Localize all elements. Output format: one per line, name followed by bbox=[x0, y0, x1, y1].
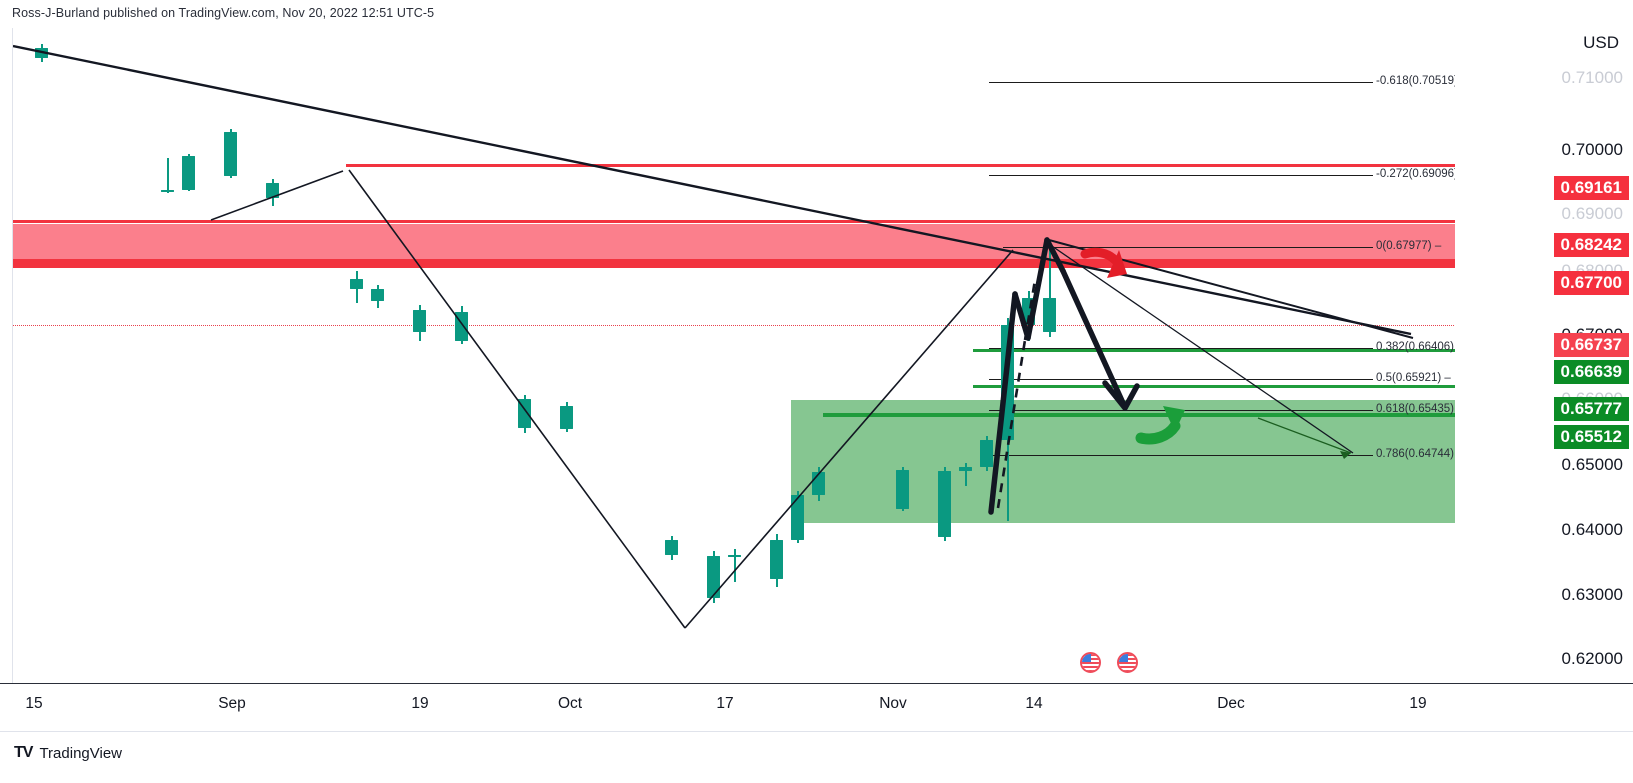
fib-line-0 bbox=[1003, 247, 1373, 248]
date-tick: Oct bbox=[557, 695, 583, 712]
candle-body bbox=[728, 554, 741, 557]
price-tag[interactable]: 0.69161 bbox=[1553, 176, 1629, 200]
date-tick: 19 bbox=[411, 695, 429, 712]
candle-body bbox=[518, 399, 531, 428]
price-tick: 0.69000 bbox=[1561, 204, 1623, 223]
candle-body bbox=[770, 539, 783, 579]
candle-body bbox=[707, 556, 720, 598]
tradingview-logo-icon: TV bbox=[14, 744, 33, 761]
bearish-reversal-arrow bbox=[1080, 247, 1127, 278]
date-tick: 19 bbox=[1409, 695, 1427, 712]
tradingview-watermark: TV TradingView bbox=[14, 744, 122, 762]
chart-plot-area[interactable]: -0.618(0.70519) – -0.272(0.69096) – 0(0.67… bbox=[12, 28, 1455, 683]
support-line-065512 bbox=[823, 413, 1455, 417]
chart-overlay-vectors bbox=[13, 44, 1414, 629]
candle-body bbox=[896, 469, 909, 509]
fib-level-label: -0.618(0.70519) – bbox=[1376, 75, 1455, 87]
date-tick: Dec bbox=[1217, 695, 1245, 712]
price-tag[interactable]: 0.65512 bbox=[1553, 425, 1629, 449]
resistance-line-069161 bbox=[346, 164, 1455, 167]
fib-line-05 bbox=[989, 379, 1373, 380]
us-flag-event-icon[interactable] bbox=[1080, 652, 1101, 673]
currency-label: USD bbox=[1583, 33, 1619, 52]
fib-level-label: 0(0.67977) – bbox=[1376, 240, 1442, 252]
price-tag[interactable]: 0.66639 bbox=[1553, 360, 1629, 384]
candle-body bbox=[980, 439, 993, 467]
candle-body bbox=[161, 190, 174, 193]
support-zone-overlap bbox=[1033, 400, 1455, 523]
candle-body bbox=[791, 495, 804, 540]
current-price-dotted-line bbox=[13, 325, 1455, 326]
fib-line--0272 bbox=[989, 175, 1373, 176]
price-tick: 0.63000 bbox=[1561, 585, 1623, 604]
date-tick: Sep bbox=[218, 695, 246, 712]
fib-level-label: 0.5(0.65921) – bbox=[1376, 372, 1451, 384]
fib-line-0786 bbox=[989, 455, 1373, 456]
candle-body bbox=[938, 470, 951, 538]
bullish-reversal-arrow bbox=[1135, 406, 1185, 445]
date-tick: 17 bbox=[716, 695, 734, 712]
date-tick: 15 bbox=[25, 695, 43, 712]
resistance-line-067700 bbox=[13, 259, 1455, 268]
support-line-065777 bbox=[973, 385, 1455, 388]
candle-body bbox=[350, 279, 363, 290]
price-tick: 0.65000 bbox=[1561, 455, 1623, 474]
fib-level-label: -0.272(0.69096) – bbox=[1376, 168, 1455, 180]
resistance-line-068242 bbox=[13, 220, 1455, 223]
fib-line-0382 bbox=[989, 348, 1373, 349]
candle-wick bbox=[733, 549, 736, 582]
fib-line--0618 bbox=[989, 82, 1373, 83]
date-tick: Nov bbox=[879, 695, 907, 712]
price-tick: 0.70000 bbox=[1561, 140, 1623, 159]
candle-body bbox=[224, 131, 237, 176]
us-flag-event-icon[interactable] bbox=[1117, 652, 1138, 673]
candle-body bbox=[266, 183, 279, 199]
price-tag[interactable]: 0.67700 bbox=[1553, 271, 1629, 295]
candle-wick bbox=[1048, 245, 1051, 338]
flag-canton bbox=[1119, 654, 1128, 662]
price-tag[interactable]: 0.66737 bbox=[1553, 333, 1629, 357]
candle-wick bbox=[166, 157, 169, 193]
price-tick: 0.64000 bbox=[1561, 520, 1623, 539]
tradingview-wordmark: TradingView bbox=[39, 744, 122, 762]
candle-body bbox=[959, 466, 972, 471]
candle-body bbox=[665, 539, 678, 555]
fib-level-label: 0.382(0.66406) – bbox=[1376, 341, 1455, 353]
candle-body bbox=[413, 309, 426, 332]
candle-wick bbox=[964, 462, 967, 486]
flag-canton bbox=[1082, 654, 1091, 662]
date-tick: 14 bbox=[1025, 695, 1043, 712]
fib-level-label: 0.618(0.65435) – bbox=[1376, 403, 1455, 415]
candle-body bbox=[560, 406, 573, 430]
time-axis[interactable]: 15 Sep 19 Oct 17 Nov 14 Dec 19 bbox=[0, 683, 1633, 731]
price-tag[interactable]: 0.65777 bbox=[1553, 397, 1629, 421]
price-tag[interactable]: 0.68242 bbox=[1553, 233, 1629, 257]
candle-body bbox=[371, 289, 384, 302]
candle-body bbox=[1043, 298, 1056, 332]
publication-byline: Ross-J-Burland published on TradingView.… bbox=[12, 6, 435, 20]
candle-body bbox=[182, 156, 195, 191]
support-line-066639 bbox=[973, 349, 1455, 352]
fib-level-label: 0.786(0.64744) – bbox=[1376, 448, 1455, 460]
price-tick: 0.62000 bbox=[1561, 649, 1623, 668]
chart-footer: TV TradingView bbox=[0, 731, 1633, 783]
price-axis[interactable]: USD 0.710000.700000.690000.680000.670000… bbox=[1455, 28, 1633, 683]
price-tick: 0.71000 bbox=[1561, 68, 1623, 87]
